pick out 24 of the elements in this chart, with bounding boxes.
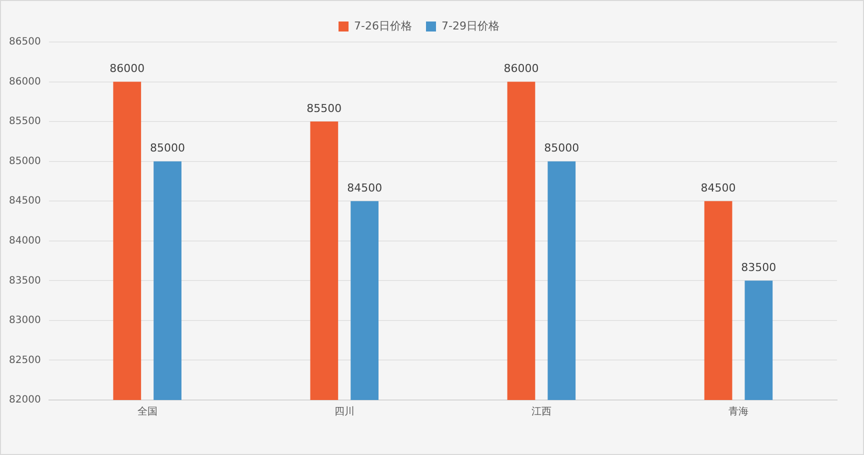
y-tick-label: 82500: [9, 354, 41, 366]
y-tick-label: 86500: [9, 36, 41, 48]
data-label: 83500: [741, 261, 776, 274]
y-tick-label: 84500: [9, 196, 41, 207]
x-tick-label: 四川: [334, 406, 354, 418]
legend-label: 7-29日价格: [442, 19, 500, 32]
x-tick-label: 江西: [531, 406, 552, 418]
data-label: 86000: [504, 62, 539, 76]
y-tick-label: 83000: [9, 315, 41, 326]
data-label: 86000: [110, 62, 145, 76]
y-tick-label: 86000: [9, 76, 41, 88]
y-tick-label: 82000: [9, 394, 41, 406]
data-label: 84500: [700, 181, 736, 194]
x-tick-label: 青海: [728, 406, 748, 418]
x-tick-label: 全国: [137, 406, 158, 418]
y-tick-label: 85500: [9, 116, 41, 128]
data-label: 85000: [150, 142, 186, 155]
y-tick-label: 84000: [9, 235, 41, 246]
data-label: 85500: [306, 102, 342, 115]
data-label: 84500: [347, 181, 382, 194]
y-tick-label: 85000: [9, 156, 41, 167]
y-tick-label: 83500: [9, 275, 41, 286]
data-label: 85000: [544, 142, 580, 155]
legend-label: 7-26日价格: [354, 19, 412, 32]
